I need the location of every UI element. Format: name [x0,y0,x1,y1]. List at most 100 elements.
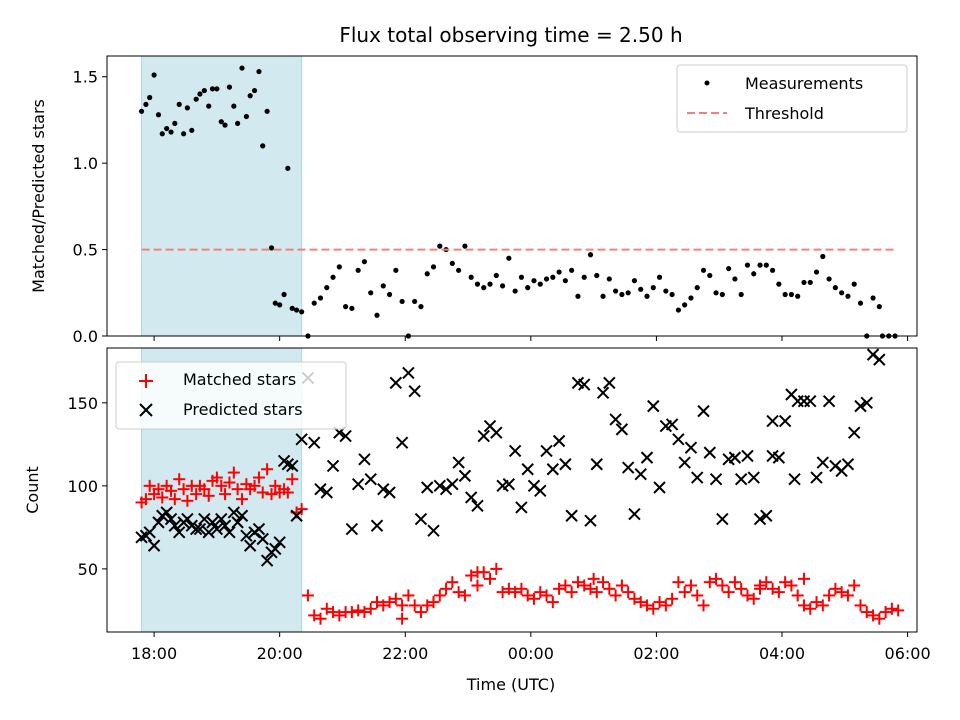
matched-star-point [181,494,194,507]
measurement-point [575,293,581,299]
matched-star-point [823,589,836,602]
predicted-star-point [273,536,286,549]
predicted-star-point [647,399,660,413]
matched-star-point [710,572,723,585]
predicted-star-point [433,479,446,493]
predicted-star-point [168,519,182,532]
x-tick-label: 04:00 [759,644,805,663]
measurement-point [493,272,499,279]
predicted-star-point [227,506,241,519]
predicted-star-point [383,486,396,499]
predicted-star-point [728,451,742,464]
measurement-point [468,274,474,280]
count-x-ticks: 18:00 20:00 22:00 00:00 02:00 04:00 06:00 [131,632,931,663]
measurement-point [650,285,656,291]
measurement-point [324,285,330,291]
x-tick-label: 22:00 [382,644,428,663]
measurement-point [788,291,795,298]
measurement-point [181,131,187,137]
measurement-point [562,278,568,284]
matched-star-point [540,589,553,602]
measurement-point [525,285,531,291]
predicted-star-point [596,386,610,400]
measurement-point [214,86,220,92]
measurement-point [222,122,228,128]
measurement-point [499,283,506,289]
measurement-point [138,108,145,114]
matched-star-point [628,592,641,605]
predicted-star-point [173,526,186,539]
matched-star-point [684,579,697,592]
predicted-star-point [653,481,666,494]
predicted-star-point [508,444,522,458]
x-tick-label: 18:00 [131,644,177,663]
matched-star-point [452,586,465,599]
predicted-star-point [766,449,779,463]
matched-star-point [421,599,434,612]
measurement-point [700,267,707,273]
predicted-star-point [734,472,748,486]
predicted-star-point [788,472,801,486]
predicted-star-point [515,501,528,514]
measurement-point [807,279,813,286]
measurement-point [613,288,619,294]
matched-star-point [885,602,898,615]
predicted-star-point [351,477,365,491]
matched-star-point [584,582,597,595]
measurement-point [512,288,518,294]
measurement-point [268,245,275,251]
predicted-star-point [477,429,490,443]
matched-star-point [352,604,365,617]
predicted-star-point [760,509,773,522]
matched-star-point [440,582,453,595]
measurement-point [644,293,650,299]
matched-star-point [152,483,165,496]
predicted-star-point [345,522,359,536]
predicted-star-point [534,484,547,498]
predicted-star-point [260,554,274,567]
matched-star-point [703,576,716,589]
y-tick-label: 150 [67,394,98,413]
count-legend: Matched stars Predicted stars [115,361,347,430]
predicted-star-point [804,394,817,408]
matched-star-point [308,609,321,622]
matched-star-point [446,576,459,589]
matched-star-point [168,493,181,506]
predicted-star-point [559,458,572,471]
predicted-star-point [854,399,867,413]
predicted-star-point [252,522,266,536]
measurement-point [412,298,418,305]
predicted-star-point [206,516,219,529]
matched-star-point [659,599,672,612]
measurement-point [456,267,462,273]
x-tick-label: 00:00 [508,644,554,663]
predicted-star-point [778,414,792,428]
ratio-measurements [138,65,898,339]
measurement-point [189,127,195,133]
measurement-point [738,291,744,298]
measurement-point [299,309,305,315]
matched-star-point [143,479,156,492]
measurement-point [550,274,556,280]
measurement-point [449,260,455,267]
ratio-x-ticks [153,336,909,341]
matched-star-point [515,582,528,595]
measurement-point [184,105,190,111]
matched-star-point [816,599,829,612]
matched-star-point [691,589,704,602]
matched-star-point [559,579,572,592]
matched-star-point [609,589,622,602]
predicted-star-point [603,376,616,390]
matched-star-point [735,582,748,595]
predicted-star-point [223,526,236,539]
measurement-point [543,276,550,282]
predicted-star-point [848,426,861,439]
x-tick-label: 06:00 [885,644,931,663]
measurement-point [619,291,625,298]
count-y-axis-label: Count [23,466,42,514]
measurement-point [317,295,324,301]
measurement-point [437,243,443,249]
measurement-point [801,279,807,286]
matched-star-point [173,473,186,486]
measurement-point [487,281,493,287]
